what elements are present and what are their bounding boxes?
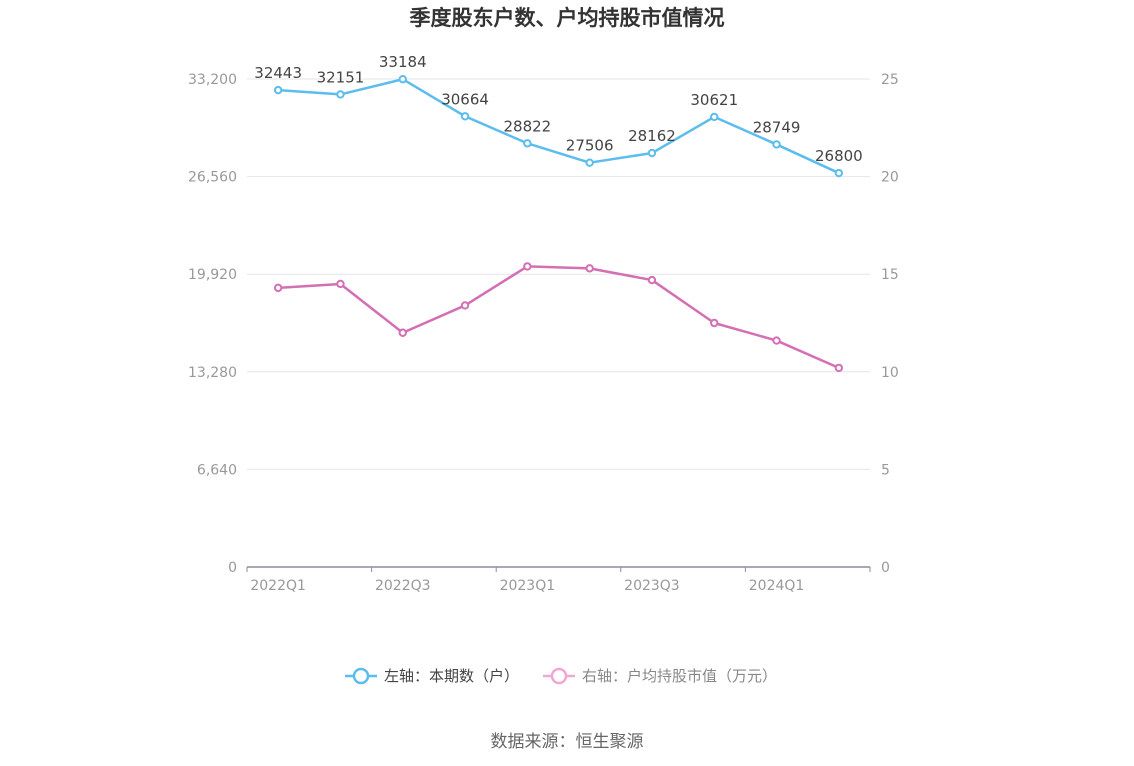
right-axis-tick-label: 10	[881, 365, 899, 381]
legend-item-2[interactable]: 右轴：户均持股市值（万元）	[543, 667, 777, 685]
data-point[interactable]	[647, 148, 657, 158]
data-point[interactable]	[273, 85, 283, 95]
series-1: 32443 32151 33184 30664 28822 27506 28162 30621…	[254, 53, 863, 178]
x-axis-tick-label: 2024Q1	[749, 578, 805, 594]
left-axis-tick-label: 19,920	[188, 267, 237, 283]
left-axis-tick-label: 33,200	[188, 72, 237, 88]
data-label: 28749	[753, 118, 801, 136]
right-axis-tick-label: 0	[881, 560, 890, 576]
data-point[interactable]	[460, 112, 470, 121]
legend-label: 右轴：户均持股市值（万元）	[582, 667, 777, 685]
data-point[interactable]	[647, 275, 657, 285]
data-point[interactable]	[834, 363, 844, 373]
left-axis-tick-label: 13,280	[188, 365, 237, 381]
right-axis-tick-label: 20	[881, 170, 899, 186]
x-axis-tick-label: 2023Q3	[624, 578, 680, 594]
data-point[interactable]	[273, 283, 283, 293]
left-axis-tick-label: 26,560	[188, 170, 237, 186]
data-point[interactable]	[772, 140, 781, 149]
data-point[interactable]	[834, 168, 844, 178]
legend-item-1[interactable]: 左轴：本期数（户）	[345, 667, 519, 685]
data-point[interactable]	[336, 90, 345, 99]
data-point[interactable]	[710, 318, 719, 328]
series-2	[273, 262, 844, 373]
axes: 0 0 6,640 5 13,280 10 19,920 15 26,560 20 33,200 25…	[188, 72, 899, 594]
data-label: 28822	[503, 117, 551, 135]
data-label: 33184	[379, 53, 427, 71]
grid-lines	[247, 78, 870, 470]
data-point[interactable]	[585, 264, 594, 273]
data-point[interactable]	[460, 301, 470, 310]
data-label: 27506	[566, 137, 614, 155]
data-point[interactable]	[336, 279, 345, 289]
series-line	[278, 265, 840, 370]
data-label: 26800	[815, 147, 863, 165]
legend[interactable]: 左轴：本期数（户） 右轴：户均持股市值（万元）	[345, 667, 777, 685]
data-label: 28162	[628, 127, 676, 145]
x-axis-tick-label: 2022Q3	[375, 578, 431, 594]
data-point[interactable]	[523, 139, 532, 148]
data-point[interactable]	[398, 328, 407, 337]
data-label: 30621	[690, 91, 738, 109]
data-label: 32151	[317, 68, 365, 86]
series-layer: 32443 32151 33184 30664 28822 27506 28162 30621…	[254, 53, 863, 373]
left-axis-tick-label: 0	[228, 560, 237, 576]
data-point[interactable]	[523, 262, 532, 271]
data-point[interactable]	[710, 112, 719, 122]
right-axis-tick-label: 5	[881, 462, 890, 478]
right-axis-tick-label: 25	[881, 72, 899, 88]
left-axis-tick-label: 6,640	[197, 462, 237, 478]
legend-marker	[352, 667, 370, 685]
chart-title: 季度股东户数、户均持股市值情况	[410, 6, 725, 30]
data-source: 数据来源：恒生聚源	[491, 732, 644, 752]
data-point[interactable]	[772, 336, 781, 345]
data-point[interactable]	[585, 158, 594, 167]
legend-marker	[550, 667, 568, 685]
legend-label: 左轴：本期数（户）	[384, 667, 519, 685]
series-line	[278, 77, 840, 175]
right-axis-tick-label: 15	[881, 267, 899, 283]
data-point[interactable]	[398, 75, 407, 84]
data-label: 30664	[441, 90, 489, 108]
x-axis-tick-label: 2023Q1	[500, 578, 556, 594]
x-axis-tick-label: 2022Q1	[250, 578, 306, 594]
data-label: 32443	[254, 64, 302, 82]
